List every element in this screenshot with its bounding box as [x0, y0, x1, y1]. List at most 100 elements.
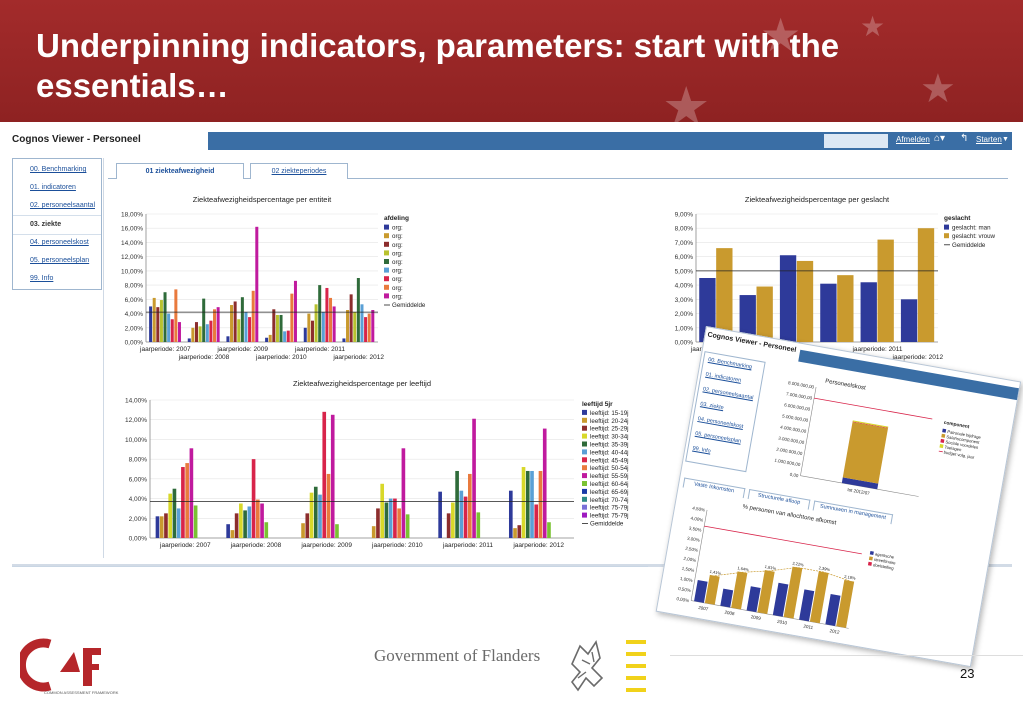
tab-ziekteafwezigheid[interactable]: 01 ziekteafwezigheid — [116, 163, 244, 179]
chart-bar — [356, 278, 360, 342]
nav-item-personeelsaantal[interactable]: 02. personeelsaantal — [30, 202, 95, 209]
data-label: 2,22% — [792, 561, 804, 568]
chart-bar — [371, 310, 375, 342]
legend-swatch — [869, 550, 874, 556]
chart-bar — [472, 418, 476, 538]
legend-swatch — [868, 556, 873, 561]
chart-bar — [176, 508, 181, 538]
search-input[interactable] — [824, 134, 888, 148]
nav-item-benchmarking[interactable]: 00. Benchmarking — [30, 166, 87, 173]
x-tick-label: jaarperiode: 2009 — [216, 346, 268, 353]
legend-label: leeftijd: 75-79j — [590, 513, 629, 520]
nav-item-personeelskost[interactable]: 04. personeelskost — [30, 239, 89, 246]
chart-bar — [230, 305, 234, 342]
chart-bar — [349, 294, 353, 342]
footer-divider — [12, 566, 648, 567]
legend-label: leeftijd: 65-69j — [590, 489, 629, 496]
data-label: 1,64% — [737, 565, 749, 572]
y-tick-label: 3,00% — [675, 297, 694, 304]
overlay-nav-item[interactable]: 05. personeelsplan — [694, 430, 742, 445]
chart-bar — [202, 298, 206, 342]
chart-bar — [322, 411, 327, 538]
caf-logo: COMMON ASSESSMENT FRAMEWORK — [20, 638, 119, 695]
chart-bar — [248, 317, 252, 342]
viewer-bottom-border — [12, 564, 1012, 567]
chart-bar — [265, 337, 269, 342]
chart-bar — [836, 579, 855, 628]
y-tick-label: 9,00% — [675, 212, 694, 219]
chart-bar — [318, 285, 322, 342]
overlay-nav-item[interactable]: 04. personeelskost — [697, 416, 744, 430]
legend-label: org: — [392, 276, 403, 283]
overlay-nav-item[interactable]: 99. Info — [691, 445, 712, 455]
chart-bar — [384, 502, 389, 538]
logout-link[interactable]: Afmelden — [896, 135, 930, 144]
y-axis — [690, 509, 708, 601]
chart-bar — [353, 312, 357, 342]
overlay-nav-item[interactable]: 01. indicatoren — [705, 371, 742, 384]
overlay-nav-item[interactable]: 00. Benchmarking — [707, 356, 753, 371]
chart-title: Personeelskost — [825, 379, 867, 392]
legend-swatch — [384, 276, 389, 282]
legend-label: org: — [392, 233, 403, 240]
start-link[interactable]: Starten — [976, 135, 1002, 144]
chart-bar — [508, 490, 513, 538]
chart-title: Ziekteafwezigheidspercentage per geslach… — [745, 195, 890, 204]
x-tick-label: 2011 — [803, 624, 814, 631]
legend-swatch — [384, 293, 389, 299]
chart-allochtone-afkomst: % personen van allochtone afkomst0,00%0,… — [676, 504, 897, 635]
nav-item-ziekte[interactable]: 03. ziekte — [30, 221, 62, 228]
chart-bar — [187, 338, 191, 342]
back-icon[interactable]: ↰ — [960, 133, 969, 144]
legend-title: component — [943, 420, 970, 430]
legend-swatch — [944, 224, 949, 230]
legend-swatch — [944, 233, 949, 239]
data-label: 1,41% — [709, 569, 721, 576]
nav-item-personeelsplan[interactable]: 05. personeelsplan — [30, 257, 90, 264]
x-tick-label: jaarperiode: 2007 — [139, 346, 191, 353]
overlay-nav-item[interactable]: 03. ziekte — [699, 401, 725, 412]
chart-bar — [193, 505, 198, 538]
overlay-nav-item[interactable]: 02. personeelsaantal — [702, 386, 754, 402]
y-tick-label: 10,00% — [125, 437, 147, 444]
data-label: 1,81% — [764, 564, 776, 571]
legend-swatch — [942, 428, 947, 433]
home-icon[interactable]: ⌂▾ — [934, 133, 946, 144]
tab-ziekteperiodes[interactable]: 02 ziekteperiodes — [250, 163, 348, 179]
chart-bar — [329, 297, 333, 342]
page-number: 23 — [960, 666, 975, 681]
chart-bar — [159, 516, 164, 538]
nav-item-indicatoren[interactable]: 01. indicatoren — [30, 184, 76, 191]
chart-bar — [181, 467, 185, 538]
flemish-lion-logo — [570, 640, 646, 692]
nav-divider — [13, 234, 101, 235]
y-tick-label: 7.000.000,00 — [786, 391, 813, 401]
y-tick-label: 0,00% — [675, 340, 694, 347]
chart-bar — [167, 313, 171, 342]
legend-swatch — [941, 433, 946, 438]
chart-bar — [720, 588, 734, 608]
legend-title: leeftijd 5jr — [582, 401, 613, 408]
chart-bar — [226, 336, 230, 342]
chart-bar — [177, 322, 181, 342]
legend-label: Gemiddelde — [590, 521, 624, 528]
chart-bar — [189, 448, 194, 538]
y-tick-label: 0,50% — [678, 586, 691, 593]
x-tick-label: 2012 — [829, 628, 840, 635]
y-tick-label: 16,00% — [121, 226, 143, 233]
chart-bar — [156, 307, 160, 342]
legend-label: leeftijd: 20-24j — [590, 418, 629, 425]
legend-label: leeftijd: 75-79j — [590, 505, 629, 512]
y-tick-label: 8,00% — [129, 457, 148, 464]
legend-label: geslacht: man — [952, 225, 991, 232]
legend-label: leeftijd: 35-39j — [590, 442, 629, 449]
chevron-down-icon[interactable]: ▼ — [1002, 136, 1009, 143]
x-tick-label: jaarperiode: 2012 — [892, 354, 944, 361]
chart-bar — [779, 255, 797, 342]
nav-divider — [13, 215, 101, 216]
legend-swatch — [384, 233, 389, 239]
chart-bar — [367, 313, 371, 342]
chart-bar — [917, 228, 935, 342]
chart-bar — [170, 319, 174, 342]
nav-item-info[interactable]: 99. Info — [30, 275, 54, 282]
